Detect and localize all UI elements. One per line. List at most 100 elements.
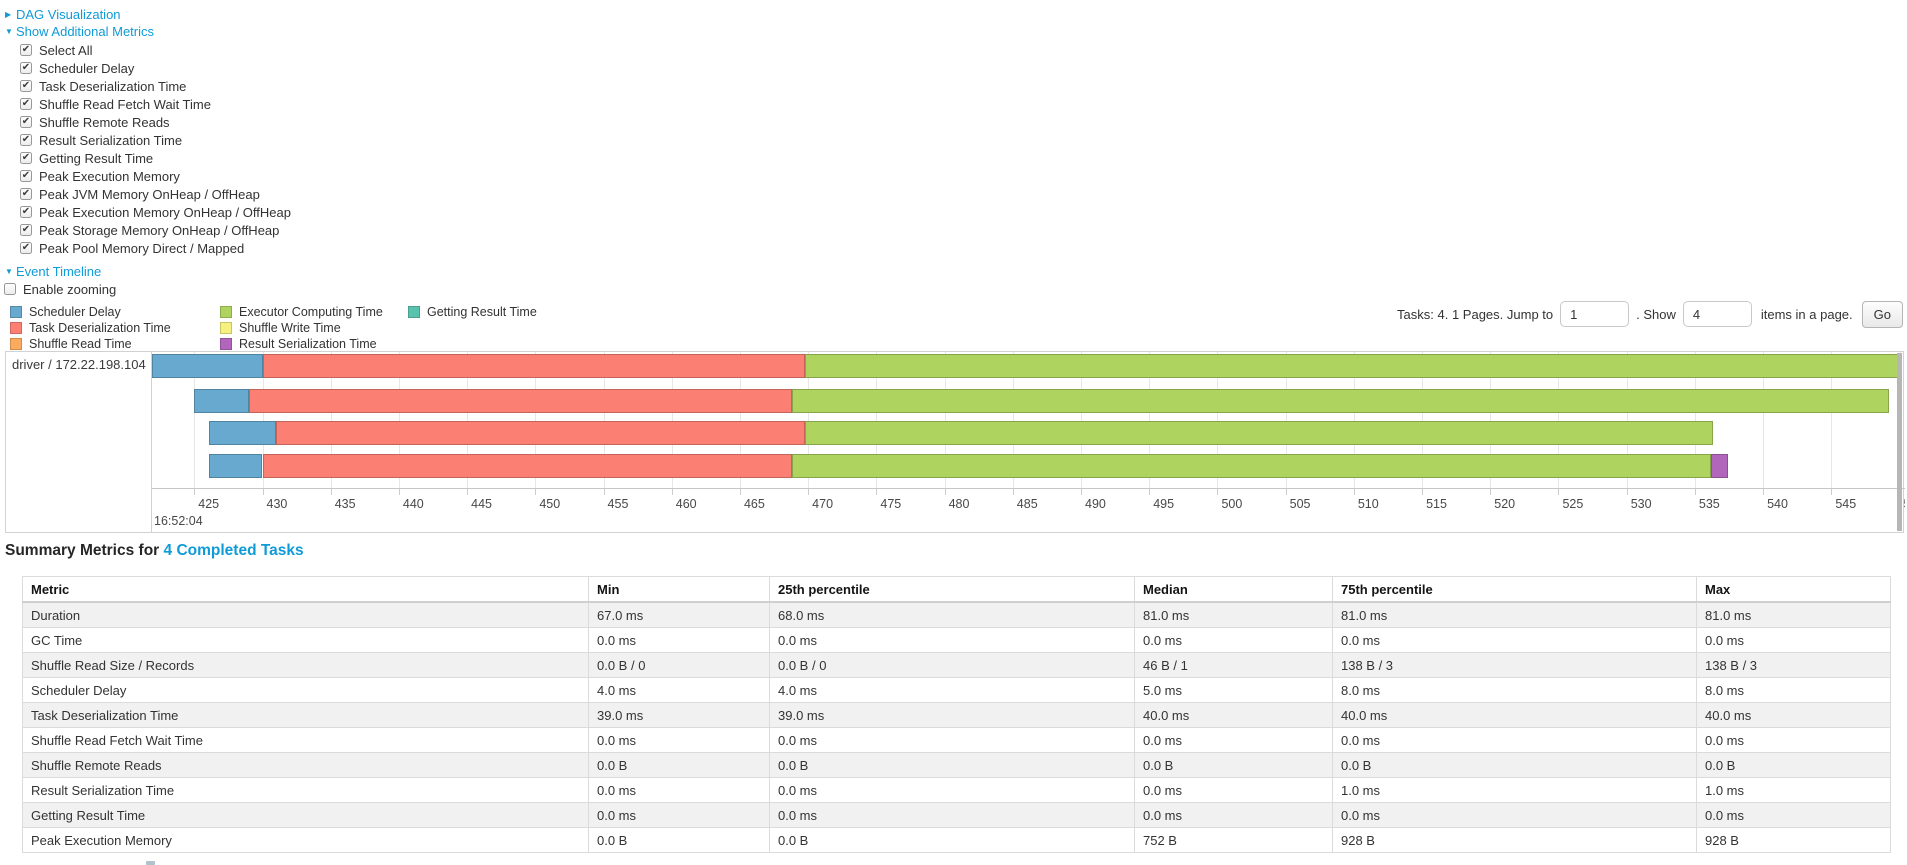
checkbox-shuffle-read-fetch-wait-time[interactable] [20, 98, 32, 110]
checkbox-peak-execution-memory[interactable] [20, 170, 32, 182]
metric-name-cell: Scheduler Delay [22, 677, 589, 703]
clipped-content-artifact [146, 861, 155, 865]
axis-tick-label: 450 [539, 497, 561, 511]
timeline-axis: 16:52:04 425 430 435 440 445 450 455 460 465 470 4… [152, 488, 1905, 533]
completed-tasks-link[interactable]: 4 Completed Tasks [163, 542, 304, 559]
checkbox-label: Peak JVM Memory OnHeap / OffHeap [39, 186, 260, 202]
checkbox-label: Result Serialization Time [39, 132, 183, 148]
metric-value-cell: 0.0 ms [1134, 802, 1333, 828]
event-timeline-toggle[interactable]: ▼ Event Timeline [5, 263, 101, 279]
task-bar-segment-executor_computing[interactable] [791, 454, 1712, 478]
checkbox-shuffle-remote-reads[interactable] [20, 116, 32, 128]
task-bar-segment-scheduler_delay[interactable] [209, 421, 277, 445]
checkbox-label: Peak Execution Memory OnHeap / OffHeap [39, 204, 291, 220]
checkbox-peak-pool-memory-direct-mapped[interactable] [20, 242, 32, 254]
metric-value-cell: 0.0 ms [769, 727, 1135, 753]
timeline-gridline [194, 352, 196, 488]
executor-label: driver / 172.22.198.104 [12, 357, 146, 372]
metric-value-cell: 0.0 B [1696, 752, 1891, 778]
axis-tick [330, 489, 332, 495]
metric-name-cell: Getting Result Time [22, 802, 589, 828]
task-bar-segment-executor_computing[interactable] [805, 421, 1713, 445]
table-row: GC Time 0.0 ms 0.0 ms 0.0 ms 0.0 ms 0.0 ms [22, 627, 1891, 653]
axis-tick-label: 475 [880, 497, 902, 511]
axis-tick [1422, 489, 1424, 495]
task-bar-segment-task_deserialization[interactable] [276, 421, 806, 445]
metric-value-cell: 928 B [1332, 827, 1697, 853]
metric-value-cell: 138 B / 3 [1696, 652, 1891, 678]
triangle-down-icon: ▼ [5, 266, 13, 276]
task-bar-segment-result_serialization[interactable] [1711, 454, 1728, 478]
executor-label-column: driver / 172.22.198.104 [6, 352, 152, 532]
checkbox-scheduler-delay[interactable] [20, 62, 32, 74]
metric-checkbox-row: Result Serialization Time [20, 131, 291, 149]
axis-tick [1081, 489, 1083, 495]
axis-tick-label: 430 [266, 497, 288, 511]
checkbox-result-serialization-time[interactable] [20, 134, 32, 146]
task-bar-segment-scheduler_delay[interactable] [209, 454, 263, 478]
axis-tick [194, 489, 196, 495]
metric-value-cell: 4.0 ms [769, 677, 1135, 703]
metric-checkbox-row: Task Deserialization Time [20, 77, 291, 95]
timeline-scrollbar[interactable] [1897, 353, 1902, 531]
timeline-gridline [603, 352, 605, 488]
checkbox-select-all[interactable] [20, 44, 32, 56]
show-additional-metrics-link[interactable]: Show Additional Metrics [16, 23, 155, 39]
checkbox-peak-execution-memory-onheap-offheap[interactable] [20, 206, 32, 218]
axis-tick [603, 489, 605, 495]
task-bar-segment-task_deserialization[interactable] [248, 389, 792, 413]
axis-tick-label: 490 [1085, 497, 1106, 511]
axis-tick [944, 489, 946, 495]
summary-metrics-table: Metric Min 25th percentile Median 75th perce… [22, 576, 1891, 853]
metric-value-cell: 0.0 ms [1332, 802, 1697, 828]
checkbox-task-deserialization-time[interactable] [20, 80, 32, 92]
table-row: Duration 67.0 ms 68.0 ms 81.0 ms 81.0 ms 81.0… [22, 601, 1891, 628]
axis-tick-label: 485 [1016, 497, 1038, 511]
dag-visualization-link[interactable]: DAG Visualization [16, 6, 121, 22]
table-row: Result Serialization Time 0.0 ms 0.0 ms 0.0… [22, 777, 1891, 803]
legend-swatch-getting_result [408, 306, 420, 318]
dag-visualization-toggle[interactable]: ▶ DAG Visualization [5, 6, 121, 22]
metric-checkbox-list: Select All Scheduler Delay Task Deserializ… [20, 41, 291, 257]
task-bar-segment-executor_computing[interactable] [791, 389, 1889, 413]
metric-value-cell: 40.0 ms [1134, 702, 1333, 728]
checkbox-label: Select All [39, 42, 93, 58]
column-header-median: Median [1134, 576, 1333, 603]
metric-value-cell: 0.0 ms [1696, 727, 1891, 753]
metric-value-cell: 81.0 ms [1696, 601, 1891, 628]
checkbox-peak-storage-memory-onheap-offheap[interactable] [20, 224, 32, 236]
legend-column: Scheduler Delay Task Deserialization Time… [10, 304, 190, 352]
legend-item: Shuffle Read Time [10, 336, 190, 352]
metric-checkbox-row: Scheduler Delay [20, 59, 291, 77]
column-header-75th-percentile: 75th percentile [1332, 576, 1697, 603]
table-header-row: Metric Min 25th percentile Median 75th perce… [22, 576, 1891, 603]
task-bar-segment-scheduler_delay[interactable] [152, 354, 263, 378]
axis-tick [876, 489, 878, 495]
task-bar-segment-task_deserialization[interactable] [262, 454, 792, 478]
page-size-input[interactable] [1682, 301, 1752, 327]
triangle-down-icon: ▼ [5, 26, 13, 36]
timeline-plot-area [152, 352, 1905, 488]
legend-swatch-shuffle_read [10, 338, 22, 350]
checkbox-label: Getting Result Time [39, 150, 154, 166]
metric-value-cell: 0.0 ms [1332, 627, 1697, 653]
metric-name-cell: Shuffle Read Fetch Wait Time [22, 727, 589, 753]
show-additional-metrics-toggle[interactable]: ▼ Show Additional Metrics [5, 23, 154, 39]
enable-zooming-checkbox[interactable] [4, 283, 16, 295]
task-bar-segment-executor_computing[interactable] [805, 354, 1900, 378]
jump-to-page-input[interactable] [1560, 301, 1630, 327]
axis-tick [398, 489, 400, 495]
axis-tick [1626, 489, 1628, 495]
metric-value-cell: 8.0 ms [1696, 677, 1891, 703]
axis-tick-label: 520 [1494, 497, 1516, 511]
task-bar-segment-scheduler_delay[interactable] [194, 389, 249, 413]
task-bar-segment-task_deserialization[interactable] [262, 354, 806, 378]
timeline-gridline [467, 352, 469, 488]
event-timeline-link[interactable]: Event Timeline [16, 263, 102, 279]
checkbox-peak-jvm-memory-onheap-offheap[interactable] [20, 188, 32, 200]
go-button[interactable]: Go [1861, 300, 1903, 328]
axis-tick [1763, 489, 1765, 495]
checkbox-getting-result-time[interactable] [20, 152, 32, 164]
axis-tick-label: 515 [1426, 497, 1447, 511]
timeline-gridline [1217, 352, 1219, 488]
